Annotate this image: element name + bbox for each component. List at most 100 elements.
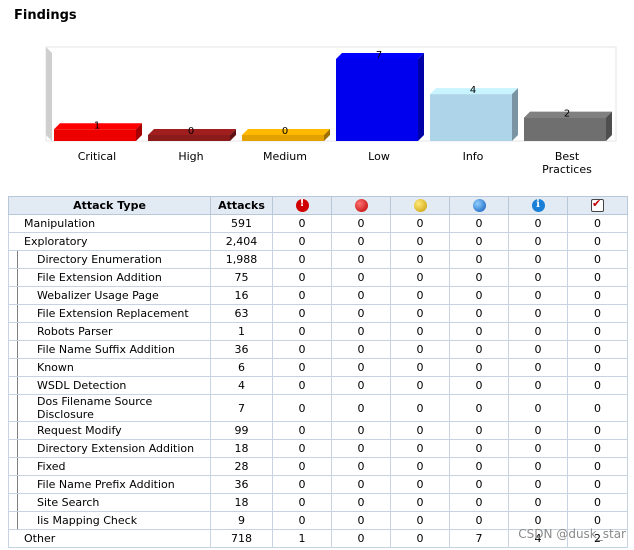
attacks-cell: 2,404 (210, 232, 273, 251)
table-row[interactable]: Other 718 1 0 0 7 4 2 (8, 529, 628, 548)
attack-type-cell[interactable]: Other (8, 529, 211, 548)
high-count: 0 (331, 394, 391, 422)
info-header[interactable] (508, 196, 568, 215)
high-count: 0 (331, 304, 391, 323)
bar (54, 129, 136, 141)
attack-table: Attack Type Attacks Manipulation59100000… (8, 196, 628, 548)
table-row[interactable]: Site Search 18 0 0 0 0 0 0 (8, 493, 628, 512)
low-count: 0 (449, 457, 509, 476)
attacks-cell: 18 (210, 439, 273, 458)
attack-type-cell[interactable]: Directory Enumeration (8, 250, 211, 269)
critical-count: 0 (272, 439, 332, 458)
best-practices-count: 0 (567, 439, 628, 458)
medium-count: 0 (390, 250, 450, 269)
bar-top (54, 123, 142, 130)
attacks-cell: 18 (210, 493, 273, 512)
table-row[interactable]: Directory Enumeration 1,988 0 0 0 0 0 0 (8, 250, 628, 269)
table-row[interactable]: Fixed 28 0 0 0 0 0 0 (8, 457, 628, 476)
table-row[interactable]: File Name Suffix Addition 36 0 0 0 0 0 0 (8, 340, 628, 359)
medium-header[interactable] (390, 196, 450, 215)
low-count: 0 (449, 376, 509, 395)
info-count: 0 (508, 268, 568, 287)
attack-type-cell[interactable]: Request Modify (8, 421, 211, 440)
table-row[interactable]: Exploratory 2,404 0 0 0 0 0 0 (8, 232, 628, 251)
table-row[interactable]: Known 6 0 0 0 0 0 0 (8, 358, 628, 377)
high-count: 0 (331, 322, 391, 341)
attack-type-cell[interactable]: Fixed (8, 457, 211, 476)
critical-header[interactable] (272, 196, 332, 215)
low-count: 0 (449, 511, 509, 530)
bar (430, 94, 512, 141)
low-header[interactable] (449, 196, 509, 215)
best-practices-count: 0 (567, 322, 628, 341)
bar-side (418, 53, 424, 141)
table-row[interactable]: Robots Parser 1 0 0 0 0 0 0 (8, 322, 628, 341)
attack-type-cell[interactable]: Known (8, 358, 211, 377)
category-label: Info (463, 150, 484, 163)
table-row[interactable]: Request Modify 99 0 0 0 0 0 0 (8, 421, 628, 440)
medium-count: 0 (390, 439, 450, 458)
attack-type-cell[interactable]: Manipulation (8, 214, 211, 233)
info-count: 0 (508, 214, 568, 233)
critical-count: 0 (272, 376, 332, 395)
table-row[interactable]: File Extension Replacement 63 0 0 0 0 0 0 (8, 304, 628, 323)
table-row[interactable]: WSDL Detection 4 0 0 0 0 0 0 (8, 376, 628, 395)
attack-type-cell[interactable]: Site Search (8, 493, 211, 512)
high-count: 0 (331, 439, 391, 458)
attack-type-cell[interactable]: Exploratory (8, 232, 211, 251)
low-count: 0 (449, 475, 509, 494)
critical-count: 0 (272, 457, 332, 476)
attacks-cell: 718 (210, 529, 273, 548)
attack-type-cell[interactable]: File Name Prefix Addition (8, 475, 211, 494)
high-header[interactable] (331, 196, 391, 215)
info-count: 0 (508, 394, 568, 422)
high-count: 0 (331, 475, 391, 494)
best-practices-count: 0 (567, 268, 628, 287)
critical-count: 1 (272, 529, 332, 548)
bar-value-label: 2 (564, 109, 570, 120)
low-count: 0 (449, 439, 509, 458)
table-row[interactable]: File Extension Addition 75 0 0 0 0 0 0 (8, 268, 628, 287)
attack-type-cell[interactable]: Webalizer Usage Page (8, 286, 211, 305)
attacks-cell: 6 (210, 358, 273, 377)
bar-value-label: 4 (470, 85, 476, 96)
attacks-cell: 9 (210, 511, 273, 530)
category-label: High (178, 150, 203, 163)
high-icon (354, 199, 368, 213)
medium-count: 0 (390, 340, 450, 359)
attack-type-cell[interactable]: Robots Parser (8, 322, 211, 341)
attacks-cell: 1,988 (210, 250, 273, 269)
attacks-header[interactable]: Attacks (210, 196, 273, 215)
table-row[interactable]: Dos Filename Source Disclosure 7 0 0 0 0 0 0 (8, 394, 628, 422)
info-count: 0 (508, 340, 568, 359)
attack-type-cell[interactable]: File Extension Replacement (8, 304, 211, 323)
bar (336, 59, 418, 141)
attack-type-header[interactable]: Attack Type (8, 196, 211, 215)
attack-type-cell[interactable]: Dos Filename Source Disclosure (8, 394, 211, 422)
attack-type-cell[interactable]: WSDL Detection (8, 376, 211, 395)
info-count: 0 (508, 376, 568, 395)
low-count: 0 (449, 340, 509, 359)
table-row[interactable]: Directory Extension Addition 18 0 0 0 0 0 0 (8, 439, 628, 458)
high-count: 0 (331, 214, 391, 233)
medium-count: 0 (390, 394, 450, 422)
attack-type-cell[interactable]: Iis Mapping Check (8, 511, 211, 530)
attacks-cell: 1 (210, 322, 273, 341)
high-count: 0 (331, 376, 391, 395)
bar-side (606, 111, 612, 141)
medium-count: 0 (390, 529, 450, 548)
attack-type-cell[interactable]: File Extension Addition (8, 268, 211, 287)
table-header-row: Attack Type Attacks (8, 196, 628, 215)
info-count: 0 (508, 457, 568, 476)
low-count: 0 (449, 421, 509, 440)
best-practices-header[interactable] (567, 196, 628, 215)
best-practices-count: 0 (567, 358, 628, 377)
bar (524, 117, 606, 141)
info-count: 0 (508, 250, 568, 269)
table-row[interactable]: Manipulation 591 0 0 0 0 0 0 (8, 214, 628, 233)
attack-type-cell[interactable]: File Name Suffix Addition (8, 340, 211, 359)
table-row[interactable]: File Name Prefix Addition 36 0 0 0 0 0 0 (8, 475, 628, 494)
table-row[interactable]: Webalizer Usage Page 16 0 0 0 0 0 0 (8, 286, 628, 305)
best-practices-count: 0 (567, 250, 628, 269)
attack-type-cell[interactable]: Directory Extension Addition (8, 439, 211, 458)
